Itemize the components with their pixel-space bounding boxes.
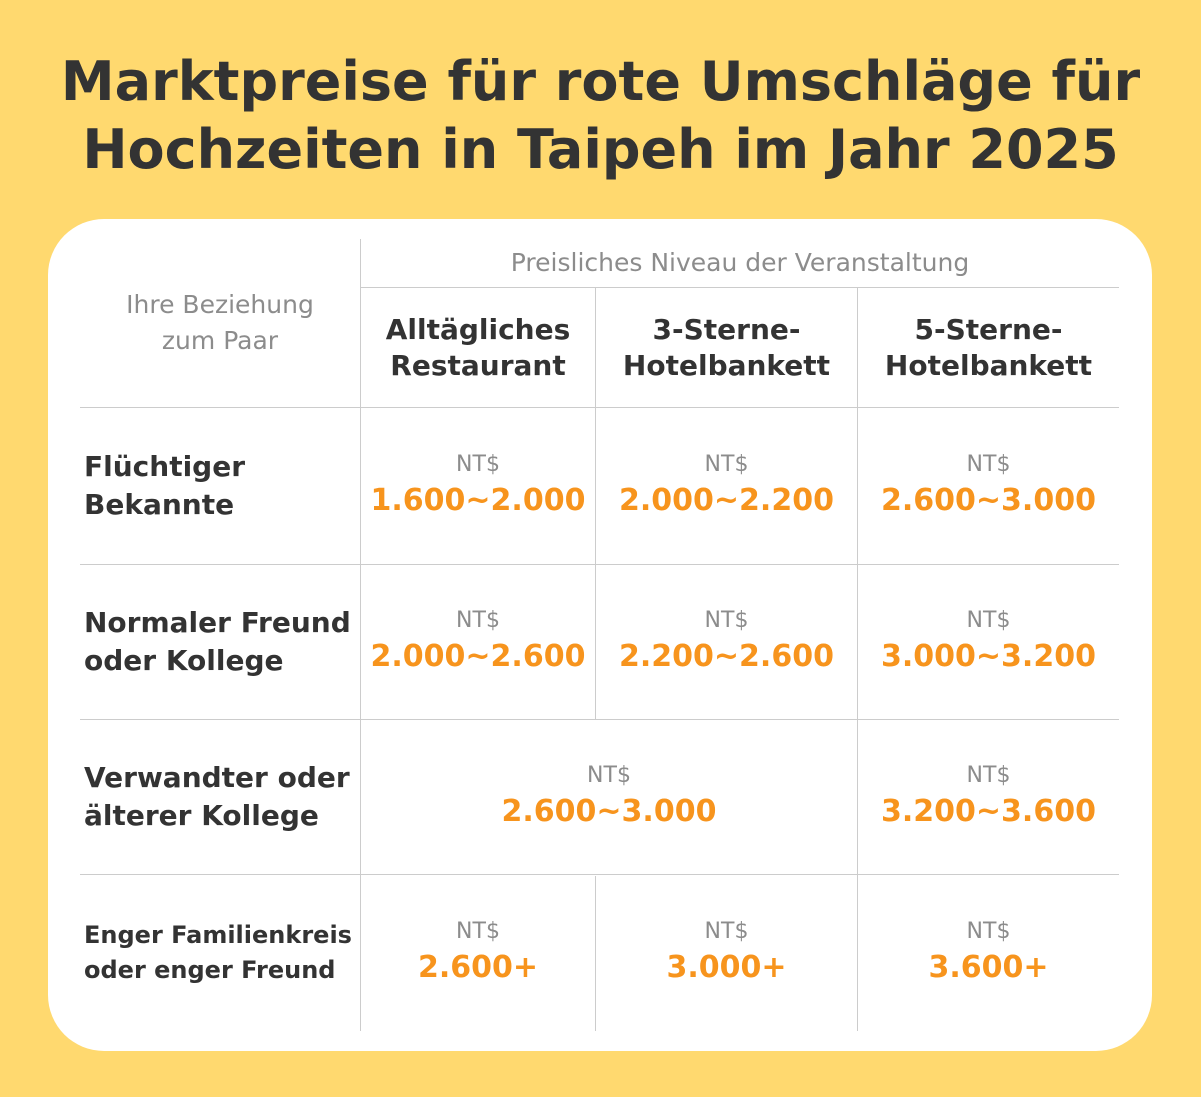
price-range: 3.200~3.600 [881,794,1096,829]
price-cell: NT$ 3.000+ [596,875,857,1031]
currency-label: NT$ [456,608,500,633]
currency-label: NT$ [704,452,749,477]
grid-line-h-row3 [80,874,1119,875]
price-range: 2.600~3.000 [881,483,1096,518]
price-range: 3.600+ [928,950,1049,985]
row-label-casual-acquaintance: Flüchtiger Bekannte [84,408,360,564]
grid-line-v-col2 [595,288,596,720]
currency-label: NT$ [704,919,749,944]
currency-label: NT$ [966,608,1011,633]
currency-label: NT$ [704,608,749,633]
price-range: 2.200~2.600 [619,639,834,674]
grid-line-h-row2 [80,719,1119,720]
price-cell: NT$ 3.600+ [858,875,1119,1031]
column-header-restaurant: Alltägliches Restaurant [361,288,595,407]
price-cell-merged: NT$ 2.600~3.000 [361,720,857,874]
grid-line-h-header [80,407,1119,408]
currency-label: NT$ [966,763,1011,788]
column-header-line1: 3-Sterne- [652,312,801,346]
price-table-card: Ihre Beziehung zum Paar Preisliches Nive… [48,219,1152,1051]
title-line-1: Marktpreise für rote Umschläge für [60,50,1141,113]
currency-label: NT$ [587,763,631,788]
price-range: 2.600+ [417,950,539,985]
price-range: 2.000~2.200 [619,483,834,518]
price-cell: NT$ 3.000~3.200 [858,565,1119,719]
price-cell: NT$ 2.600+ [361,875,595,1031]
price-cell: NT$ 2.600~3.000 [858,408,1119,564]
currency-label: NT$ [966,919,1011,944]
price-cell: NT$ 2.200~2.600 [596,565,857,719]
grid-line-h-level [360,287,1119,288]
grid-line-v-col3 [857,288,858,1031]
row-label-line2: oder enger Freund [84,956,336,984]
level-header-text: Preisliches Niveau der Veranstaltung [510,248,970,277]
price-range: 1.600~2.000 [370,483,586,518]
row-label-line1: Verwandter oder [84,761,350,794]
column-header-5-star: 5-Sterne- Hotelbankett [858,288,1119,407]
column-header-line2: Hotelbankett [622,348,831,382]
relationship-header-text: Ihre Beziehung zum Paar [126,290,314,355]
price-cell: NT$ 1.600~2.000 [361,408,595,564]
price-cell: NT$ 3.200~3.600 [858,720,1119,874]
page-title: Marktpreise für rote Umschläge für Hochz… [0,48,1201,184]
row-label-close-family: Enger Familienkreis oder enger Freund [84,875,360,1031]
column-header-line2: Hotelbankett [884,348,1093,382]
price-range: 3.000+ [666,950,787,985]
row-label-relative: Verwandter oder älterer Kollege [84,720,360,874]
level-header: Preisliches Niveau der Veranstaltung [361,239,1119,287]
row-label-normal-friend: Normaler Freund oder Kollege [84,565,360,719]
relationship-header: Ihre Beziehung zum Paar [80,239,360,407]
row-label-line1: Enger Familienkreis [84,921,352,949]
column-header-line1: 5-Sterne- [914,312,1063,346]
price-range: 2.000~2.600 [370,639,586,674]
price-range: 3.000~3.200 [881,639,1096,674]
title-line-2: Hochzeiten in Taipeh im Jahr 2025 [82,118,1119,181]
currency-label: NT$ [456,452,500,477]
row-label-line2: älterer Kollege [84,799,319,832]
column-header-line1: Alltägliches [385,312,571,346]
grid-line-v-col2-bottom [595,876,596,1031]
currency-label: NT$ [456,919,500,944]
row-label-line1: Flüchtiger [84,450,246,483]
grid-line-h-row1 [80,564,1119,565]
price-cell: NT$ 2.000~2.200 [596,408,857,564]
price-cell: NT$ 2.000~2.600 [361,565,595,719]
row-label-line2: Bekannte [84,488,235,521]
price-range: 2.600~3.000 [501,794,717,829]
grid-line-v-label [360,239,361,1031]
row-label-line1: Normaler Freund [84,606,351,639]
row-label-line2: oder Kollege [84,644,284,677]
column-header-3-star: 3-Sterne- Hotelbankett [596,288,857,407]
currency-label: NT$ [966,452,1011,477]
column-header-line2: Restaurant [390,348,566,382]
